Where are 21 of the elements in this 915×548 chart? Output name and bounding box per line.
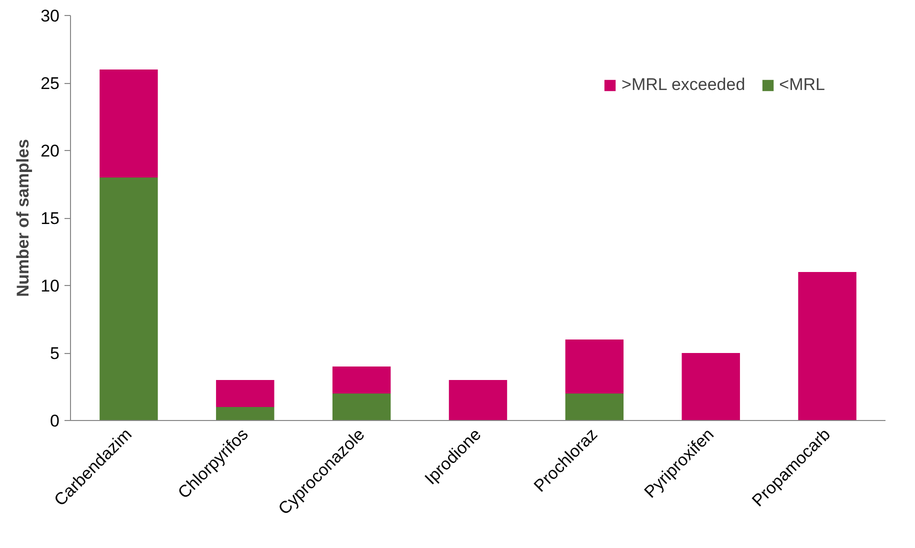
- y-tick-label: 15: [40, 209, 60, 228]
- y-tick-label: 20: [40, 142, 60, 160]
- y-axis-title: Number of samples: [14, 139, 33, 297]
- y-tick-label: 25: [40, 74, 60, 93]
- bar: [332, 366, 391, 394]
- bar: [565, 394, 624, 420]
- bar: [332, 394, 391, 420]
- bar: [216, 380, 274, 407]
- y-tick-label: 0: [50, 412, 60, 430]
- legend-label: >MRL exceeded: [622, 75, 746, 95]
- y-tick-label: 5: [50, 344, 60, 363]
- bar: [798, 272, 856, 420]
- bar: [682, 353, 740, 420]
- y-tick-label: 30: [40, 6, 60, 26]
- bar: [100, 70, 158, 178]
- bar: [565, 340, 624, 394]
- legend-label: <MRL: [779, 75, 825, 95]
- bar: [448, 380, 508, 420]
- bar: [100, 178, 158, 420]
- bar: [216, 407, 274, 420]
- y-tick-label: 10: [40, 276, 60, 296]
